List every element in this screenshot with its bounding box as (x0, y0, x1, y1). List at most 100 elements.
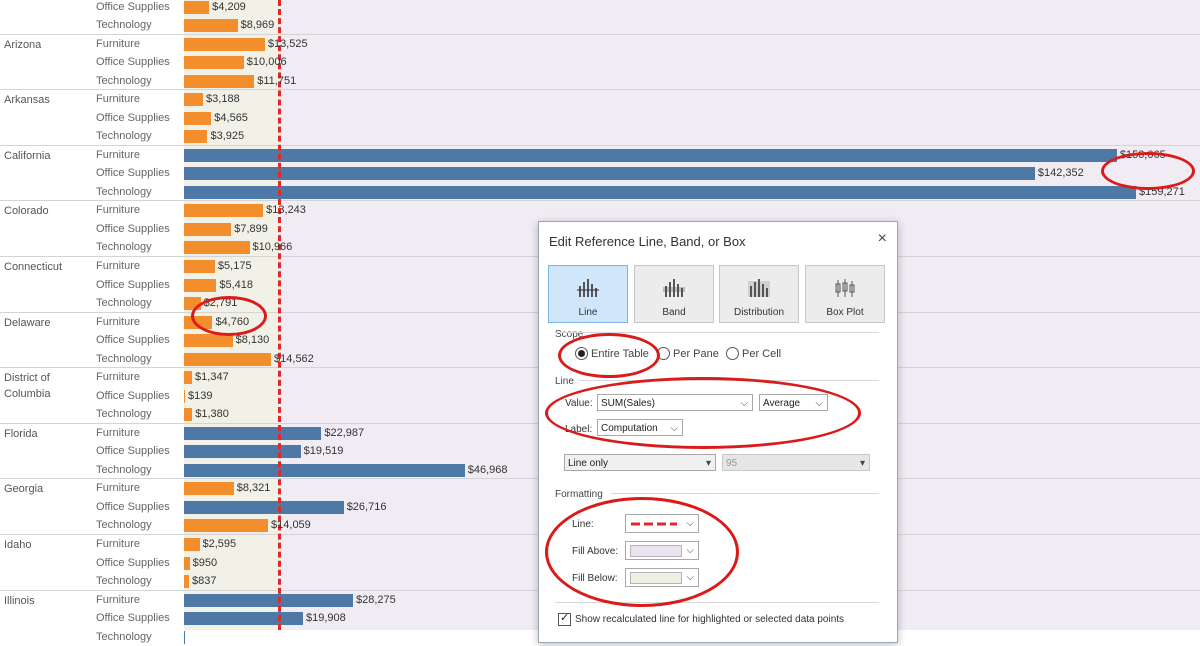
distribution-icon (748, 279, 770, 297)
fill-below-select[interactable]: ⌵ (625, 568, 699, 587)
tab-line[interactable]: Line (548, 265, 628, 323)
sales-value-label: $950 (192, 556, 218, 569)
sales-bar[interactable] (184, 278, 217, 292)
tab-band[interactable]: Band (634, 265, 714, 323)
state-group: Arizona Furniture $13,525 Office Supplies $1… (0, 33, 1200, 91)
sales-bar[interactable] (184, 93, 204, 107)
sales-bar[interactable] (184, 612, 303, 626)
table-row: Office Supplies $10,006 (0, 53, 1200, 72)
category-label: Furniture (96, 204, 141, 217)
value-label: Value: (565, 398, 593, 409)
category-label: Technology (96, 575, 152, 587)
radio-dot (575, 347, 588, 360)
category-label: Office Supplies (96, 556, 170, 569)
sales-bar[interactable] (184, 56, 244, 70)
state-name-label: Delaware (4, 316, 51, 329)
category-label: Technology (96, 297, 152, 309)
band-icon (663, 279, 685, 297)
chevron-down-icon: ⌵ (686, 518, 694, 529)
aggregation-select[interactable]: Average ⌵ (759, 394, 828, 411)
sales-bar[interactable] (184, 130, 208, 144)
sales-bar[interactable] (184, 408, 193, 422)
sales-value-label: $2,791 (203, 297, 238, 309)
sales-bar[interactable] (184, 204, 264, 218)
sales-bar[interactable] (184, 556, 190, 570)
category-label: Technology (96, 19, 152, 31)
line-format-label: Line: (572, 519, 594, 530)
sales-bar[interactable] (184, 593, 353, 607)
recalc-checkbox[interactable] (558, 611, 571, 626)
sales-bar[interactable] (184, 426, 322, 440)
sales-bar[interactable] (184, 352, 272, 366)
table-row: Furniture $28,275 (0, 591, 1200, 610)
sales-bar[interactable] (184, 463, 465, 477)
bottom-divider (555, 602, 879, 603)
label-select-text: Computation (601, 423, 658, 434)
table-row: Technology $837 (0, 572, 1200, 591)
scope-divider (555, 332, 879, 333)
sales-value-label: $837 (192, 575, 217, 587)
table-row: Office Supplies $26,716 (0, 498, 1200, 517)
sales-bar[interactable] (184, 482, 234, 496)
sales-value-label: $4,565 (214, 111, 248, 124)
close-icon[interactable]: × (877, 230, 887, 247)
line-format-select[interactable]: ⌵ (625, 514, 699, 533)
radio-entire-table[interactable]: Entire Table (575, 347, 649, 360)
sales-bar[interactable] (184, 111, 212, 125)
scope-section-label: Scope (555, 329, 584, 340)
sales-bar[interactable] (184, 37, 265, 51)
sales-bar[interactable] (184, 315, 213, 329)
sales-bar[interactable] (184, 0, 210, 14)
table-row: Office Supplies $19,908 (0, 609, 1200, 628)
sales-value-label: $46,968 (467, 463, 508, 476)
category-label: Technology (96, 630, 152, 643)
sales-bar[interactable] (184, 297, 201, 310)
sales-bar[interactable] (184, 19, 238, 32)
sales-bar[interactable] (184, 500, 344, 514)
sales-bar[interactable] (184, 575, 189, 588)
category-label: Office Supplies (96, 0, 170, 13)
category-label: Furniture (96, 37, 141, 50)
sales-bar[interactable] (184, 167, 1035, 181)
category-label: Technology (96, 74, 152, 87)
table-row: Office Supplies $142,352 (0, 164, 1200, 183)
sales-bar[interactable] (184, 538, 200, 551)
confidence-level-select: 95 ▾ (722, 454, 870, 471)
sales-bar[interactable] (184, 241, 250, 255)
tab-box-plot[interactable]: Box Plot (805, 265, 885, 323)
sales-bar[interactable] (184, 185, 1136, 199)
table-row: Technology $11,751 (0, 72, 1200, 91)
category-label: Furniture (96, 538, 141, 550)
tab-distribution[interactable]: Distribution (719, 265, 799, 323)
sales-bar[interactable] (184, 371, 193, 385)
sales-bar[interactable] (184, 260, 215, 273)
table-row: Furniture $13,243 (0, 201, 1200, 220)
label-select[interactable]: Computation ⌵ (597, 419, 683, 436)
sales-value-label: $22,987 (324, 426, 365, 439)
fill-above-label: Fill Above: (572, 546, 619, 557)
table-row: Technology $14,059 (0, 516, 1200, 535)
sales-bar[interactable] (184, 519, 269, 533)
fill-above-select[interactable]: ⌵ (625, 541, 699, 560)
radio-per-cell[interactable]: Per Cell (726, 347, 781, 360)
state-name-label: Florida (4, 427, 38, 440)
radio-per-pane[interactable]: Per Pane (657, 347, 719, 360)
radio-entire-table-label: Entire Table (591, 347, 649, 360)
chevron-down-icon: ▾ (705, 458, 711, 469)
value-field-select[interactable]: SUM(Sales) ⌵ (597, 394, 753, 411)
chevron-down-icon: ⌵ (686, 572, 694, 583)
average-reference-line[interactable] (278, 0, 281, 630)
sales-bar[interactable] (184, 389, 185, 403)
sales-bar[interactable] (184, 334, 233, 348)
table-row: Furniture $8,321 (0, 479, 1200, 498)
sales-bar[interactable] (184, 74, 255, 88)
confidence-type-select[interactable]: Line only ▾ (564, 454, 716, 471)
category-label: Furniture (96, 93, 141, 106)
sales-bar[interactable] (184, 445, 301, 459)
edit-reference-line-dialog: Edit Reference Line, Band, or Box × Line… (538, 221, 898, 643)
category-label: Furniture (96, 260, 141, 272)
tab-band-label: Band (662, 307, 686, 318)
sales-bar[interactable] (184, 148, 1117, 162)
sales-bar[interactable] (184, 630, 185, 644)
sales-bar[interactable] (184, 222, 232, 236)
